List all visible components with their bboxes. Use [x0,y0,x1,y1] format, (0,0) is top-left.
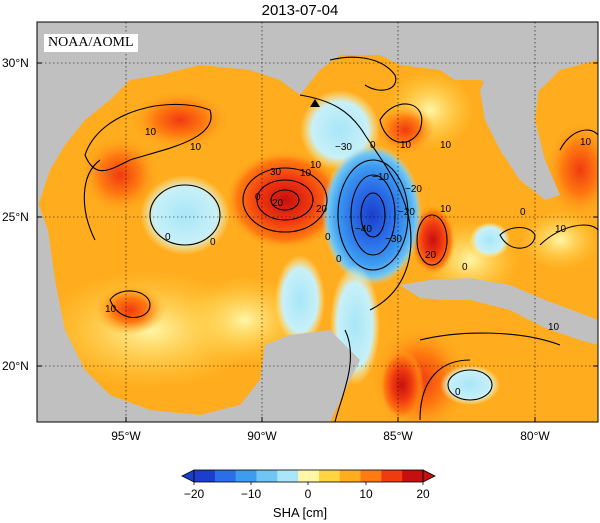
contour-label: 0 [520,207,526,218]
colorbar-segment [235,470,257,482]
contour-label: 10 [105,304,117,315]
contour-label: 0 [255,192,261,203]
colorbar [181,469,436,485]
land [37,22,598,422]
contour-label: 10 [440,204,452,215]
colorbar-segment [214,470,237,482]
contour-label: 0 [210,237,216,248]
contour-label: 0 [336,254,342,265]
lon-label: 80°W [520,429,550,443]
colorbar-segment [256,470,278,482]
contour-label: −20 [398,207,415,218]
colorbar-tick: 10 [359,487,373,501]
lon-label: 95°W [111,429,141,443]
contour-label: 10 [440,140,452,151]
contour-label: 20 [272,198,284,209]
axis-ticks [37,62,598,422]
colorbar-segment [402,470,424,482]
contour-label: 10 [300,168,312,179]
lat-label: 25°N [2,210,29,224]
colorbar-segment [339,470,362,482]
contour-label: −40 [355,224,372,235]
colorbar-segment [360,470,382,482]
contour-label: 10 [190,142,202,153]
colorbar-label: SHA [cm] [272,505,328,520]
contour-label: 20 [425,250,437,261]
contour-label: 0 [325,232,331,243]
colorbar-segment [318,470,341,482]
colorbar-segment [194,470,216,482]
colorbar-tick: −10 [241,487,262,501]
contour-label: 10 [145,127,157,138]
contour-label: 10 [310,160,322,171]
colorbar-tick: −20 [184,487,205,501]
colorbar-tick: 20 [416,487,430,501]
lat-label: 30°N [2,56,29,70]
sha-field [37,22,598,422]
contour-label: 0 [165,232,171,243]
colorbar-segment [277,470,299,482]
contour-label: 0 [370,140,376,151]
colorbar-frame [193,469,424,483]
lat-label: 20°N [2,359,29,373]
contour-label: 0 [462,262,468,273]
contour-label-group: 10 10 0 10 0 0 10 20 20 −10 −30 −40 0 10… [105,127,592,398]
contour-label: −30 [335,142,352,153]
contour-label: 0 [455,387,461,398]
contour-label: −30 [385,234,402,245]
colorbar-arrow-left [181,469,195,483]
contour-label: −20 [405,184,422,195]
colorbar-arrow-right [422,469,436,483]
station-marker-icon [310,99,320,107]
contour-label: 10 [555,224,567,235]
lon-label: 90°W [247,429,277,443]
colorbar-tick: 0 [305,487,312,501]
credit-label: NOAA/AOML [44,34,138,52]
map-frame [36,21,599,423]
contour-label: 10 [400,140,412,151]
map-title: 2013-07-04 [261,2,339,19]
contour-label: 30 [270,167,282,178]
contour-label: −10 [372,172,389,183]
contour-label: 20 [316,204,328,215]
colorbar-segment [298,470,320,482]
contour-label: 10 [548,322,560,333]
colorbar-tick-labels: −20 −10 0 10 20 [184,487,430,501]
contour-label: 10 [580,137,592,148]
grid-lines [37,22,598,422]
colorbar-segment [381,470,403,482]
contour-lines [83,56,598,422]
lon-label: 85°W [383,429,413,443]
